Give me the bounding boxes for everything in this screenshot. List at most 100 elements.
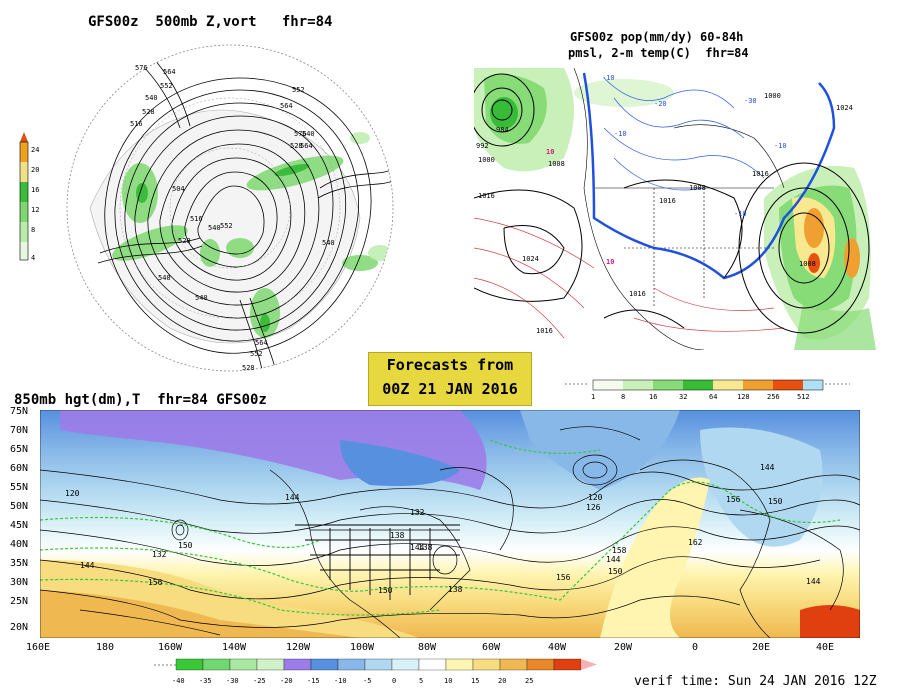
contour-label: 576 — [135, 64, 148, 72]
lon-label: 20E — [752, 642, 771, 653]
colorbar-cell — [229, 658, 258, 671]
height-label: 150 — [378, 586, 393, 595]
isobar-label: 1008 — [799, 260, 816, 268]
lat-label: 60N — [10, 463, 29, 474]
height-label: 120 — [588, 493, 603, 502]
colorbar-tick: -35 — [199, 677, 212, 685]
lon-label: 40E — [816, 642, 835, 653]
colorbar-cell — [445, 658, 474, 671]
contour-label: 564 — [255, 339, 268, 347]
colorbar-cell — [418, 658, 447, 671]
isobar-label: 1000 — [478, 156, 495, 164]
colorbar-tick: 8 — [621, 393, 625, 401]
temp-label: -10 — [602, 74, 615, 82]
lon-label: 120W — [286, 642, 311, 653]
temp-label: -10 — [614, 130, 627, 138]
height-label: 156 — [726, 495, 741, 504]
lat-label: 45N — [10, 520, 29, 531]
isobar-label: 1024 — [522, 255, 539, 263]
colorbar-tick: -20 — [280, 677, 293, 685]
lon-label: 60W — [482, 642, 501, 653]
height-label: 144 — [80, 561, 95, 570]
lat-label: 75N — [10, 406, 29, 417]
colorbar-tick: 64 — [709, 393, 717, 401]
panel-pmsl-title-line2: pmsl, 2-m temp(C) fhr=84 — [568, 46, 749, 60]
lon-label: 80W — [418, 642, 437, 653]
contour-label: 528 — [178, 237, 191, 245]
colorbar-tick: 20 — [498, 677, 506, 685]
contour-label: 516 — [130, 120, 143, 128]
forecast-from-line2: 00Z 21 JAN 2016 — [382, 380, 518, 398]
contour-label: 540 — [208, 224, 221, 232]
height-label: 150 — [608, 567, 623, 576]
contour-label: 504 — [172, 185, 185, 193]
colorbar-tick: -25 — [253, 677, 266, 685]
colorbar-tick: 256 — [767, 393, 780, 401]
colorbar-tick: 12 — [31, 206, 39, 214]
colorbar-cell — [202, 658, 231, 671]
height-contours — [97, 59, 393, 371]
colorbar-tick: 24 — [31, 146, 39, 154]
colorbar-tick: -5 — [363, 677, 371, 685]
colorbar-tick: 10 — [444, 677, 452, 685]
contour-label: 552 — [220, 222, 233, 230]
height-label: 138 — [390, 531, 405, 540]
colorbar-tick: 16 — [31, 186, 39, 194]
isobar-label: 1016 — [478, 192, 495, 200]
lat-label: 70N — [10, 425, 29, 436]
colorbar-tick: 16 — [649, 393, 657, 401]
colorbar-tick: 0 — [392, 677, 396, 685]
contour-label: 564 — [163, 68, 176, 76]
height-label: 144 — [806, 577, 821, 586]
colorbar-cell — [391, 658, 420, 671]
colorbar-cell — [526, 658, 555, 671]
isobar-label: 1008 — [548, 160, 565, 168]
lon-label: 100W — [350, 642, 375, 653]
colorbar-tick: 8 — [31, 226, 35, 234]
contour-label: 516 — [190, 215, 203, 223]
pmsl-map: 984 992 1000 1008 1016 1024 1016 1008 10… — [474, 68, 876, 350]
colorbar-tick: -40 — [172, 677, 185, 685]
lat-label: 50N — [10, 501, 29, 512]
isobar-label: 1016 — [536, 327, 553, 335]
temperature-colorbar: -40 -35 -30 -25 -20 -15 -10 -5 0 5 10 15… — [154, 658, 597, 685]
colorbar-cell — [472, 658, 501, 671]
lat-label: 65N — [10, 444, 29, 455]
polar-500mb-map: 576 564 552 540 528 516 504 516 528 540 … — [66, 44, 394, 372]
temp-label: 10 — [606, 258, 614, 266]
colorbar-tick: 128 — [737, 393, 750, 401]
temp-label: 10 — [546, 148, 554, 156]
isobar-label: 1016 — [629, 290, 646, 298]
precip-shading — [474, 68, 876, 350]
contour-label: 540 — [195, 294, 208, 302]
height-label: 144 — [410, 543, 425, 552]
isobar-label: 984 — [496, 126, 509, 134]
lat-label: 40N — [10, 539, 29, 550]
temp-label: -10 — [734, 210, 747, 218]
colorbar-tick: 15 — [471, 677, 479, 685]
height-label: 144 — [285, 493, 300, 502]
vorticity-shading — [112, 155, 378, 338]
colorbar-tick: 512 — [797, 393, 810, 401]
lon-label: 20W — [614, 642, 633, 653]
colorbar-cell — [175, 658, 204, 671]
contour-label: 576 — [294, 130, 307, 138]
colorbar-tick: 1 — [591, 393, 595, 401]
isobar-label: 1024 — [836, 104, 853, 112]
colorbar-cell — [256, 658, 285, 671]
temp-label: -30 — [744, 97, 757, 105]
lon-label: 40W — [548, 642, 567, 653]
colorbar-cell — [310, 658, 339, 671]
panel-pmsl-title-line1: GFS00z pop(mm/dy) 60-84h — [570, 30, 744, 44]
height-label: 120 — [65, 489, 80, 498]
height-label: 156 — [556, 573, 571, 582]
colorbar-tick: 5 — [419, 677, 423, 685]
verif-time: verif time: Sun 24 JAN 2016 12Z — [634, 674, 877, 689]
contour-label: 540 — [158, 274, 171, 282]
height-label: 144 — [606, 555, 621, 564]
colorbar-tick: 4 — [31, 254, 35, 262]
colorbar-cell — [499, 658, 528, 671]
lat-label: 55N — [10, 482, 29, 493]
colorbar-cell — [364, 658, 393, 671]
contour-label: 552 — [160, 82, 173, 90]
